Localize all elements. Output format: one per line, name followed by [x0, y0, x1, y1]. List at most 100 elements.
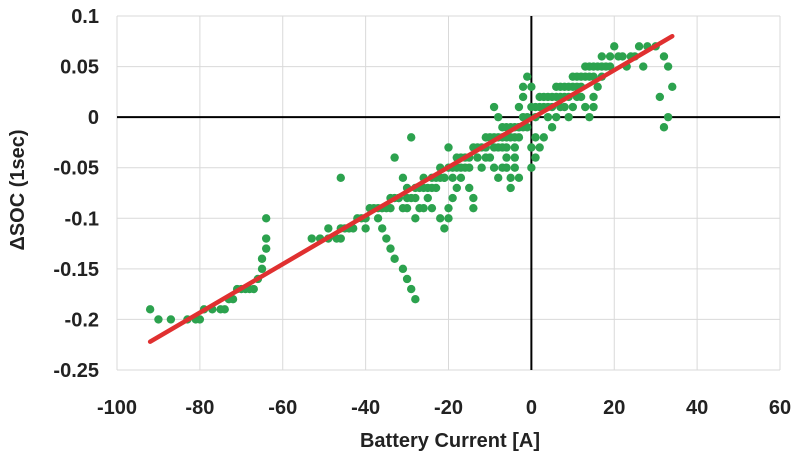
- y-axis-label: ΔSOC (1sec): [7, 129, 29, 250]
- data-point: [668, 82, 677, 92]
- x-tick-label: 60: [769, 397, 791, 419]
- data-point: [506, 183, 515, 193]
- data-point: [257, 264, 267, 274]
- data-point: [502, 163, 511, 172]
- x-tick-label: 0: [526, 397, 537, 419]
- data-points: [145, 42, 677, 324]
- data-point: [456, 163, 466, 172]
- data-point: [402, 203, 412, 213]
- data-point: [494, 112, 503, 122]
- data-point: [552, 82, 561, 92]
- data-point: [547, 123, 557, 132]
- data-point: [145, 305, 155, 314]
- data-point: [518, 92, 528, 102]
- data-point: [539, 133, 549, 142]
- y-tick-labels: -0.25 -0.2 -0.15 -0.1 -0.05 0 0.05 0.1: [53, 6, 99, 382]
- data-point: [605, 52, 615, 61]
- data-point: [402, 274, 412, 284]
- data-point: [390, 254, 399, 263]
- fit-line-group: [147, 33, 675, 344]
- data-point: [639, 62, 648, 71]
- x-tick-label: -80: [185, 397, 214, 419]
- data-point: [220, 305, 229, 314]
- y-tick-label: -0.05: [53, 158, 99, 180]
- data-point: [527, 82, 536, 92]
- data-point: [386, 244, 395, 253]
- data-point: [527, 143, 536, 152]
- data-point: [154, 315, 163, 324]
- data-point: [382, 234, 391, 243]
- y-tick-label: 0.05: [60, 57, 99, 79]
- data-point: [576, 72, 586, 81]
- data-point: [535, 143, 544, 152]
- data-point: [440, 173, 449, 183]
- data-point: [498, 123, 507, 132]
- data-point: [228, 295, 238, 304]
- x-axis-label: Battery Current [A]: [360, 430, 540, 452]
- data-point: [597, 52, 607, 61]
- data-point: [560, 102, 569, 112]
- data-point: [398, 173, 408, 183]
- data-point: [448, 193, 457, 203]
- data-point: [249, 284, 258, 294]
- data-point: [257, 254, 267, 263]
- data-point: [634, 42, 644, 51]
- data-point: [427, 203, 437, 213]
- x-tick-label: -60: [268, 397, 297, 419]
- data-point: [494, 143, 503, 152]
- data-point: [543, 112, 553, 122]
- x-tick-labels: -100 -80 -60 -40 -20 0 20 40 60: [97, 397, 791, 419]
- data-point: [510, 163, 519, 172]
- data-point: [452, 183, 461, 193]
- data-point: [581, 102, 590, 112]
- data-point: [477, 163, 486, 172]
- data-point: [502, 153, 511, 162]
- data-point: [523, 72, 532, 81]
- x-tick-label: -40: [351, 397, 380, 419]
- data-point: [166, 315, 176, 324]
- data-point: [568, 72, 578, 81]
- data-point: [485, 153, 495, 162]
- data-point: [390, 153, 399, 162]
- x-tick-label: -100: [97, 397, 137, 419]
- y-tick-label: -0.2: [65, 309, 99, 331]
- data-point: [514, 133, 524, 142]
- x-tick-label: 40: [686, 397, 708, 419]
- data-point: [514, 102, 524, 112]
- data-point: [431, 183, 441, 193]
- data-point: [527, 102, 536, 112]
- data-point: [324, 224, 333, 233]
- grid-lines: [116, 15, 781, 371]
- data-point: [605, 62, 615, 71]
- data-point: [514, 173, 524, 183]
- data-point: [589, 92, 598, 102]
- data-point: [614, 52, 623, 61]
- data-point: [589, 102, 598, 112]
- data-point: [610, 42, 619, 51]
- data-point: [510, 153, 519, 162]
- data-point: [564, 112, 573, 122]
- data-point: [336, 234, 345, 243]
- data-point: [469, 203, 478, 213]
- data-point: [440, 224, 449, 233]
- data-point: [489, 163, 499, 172]
- data-point: [585, 62, 594, 71]
- data-point: [473, 153, 482, 162]
- data-point: [261, 214, 271, 223]
- data-point: [585, 112, 594, 122]
- data-point: [568, 102, 578, 112]
- data-point: [386, 203, 395, 213]
- data-point: [415, 203, 424, 213]
- data-point: [411, 214, 420, 223]
- data-point: [659, 123, 669, 132]
- data-point: [655, 92, 665, 102]
- data-point: [663, 62, 673, 71]
- x-tick-label: -20: [434, 397, 463, 419]
- data-point: [444, 214, 453, 223]
- data-point: [552, 112, 561, 122]
- data-point: [663, 112, 673, 122]
- data-point: [423, 193, 432, 203]
- y-tick-label: 0.1: [71, 6, 99, 28]
- y-tick-label: -0.25: [53, 360, 99, 382]
